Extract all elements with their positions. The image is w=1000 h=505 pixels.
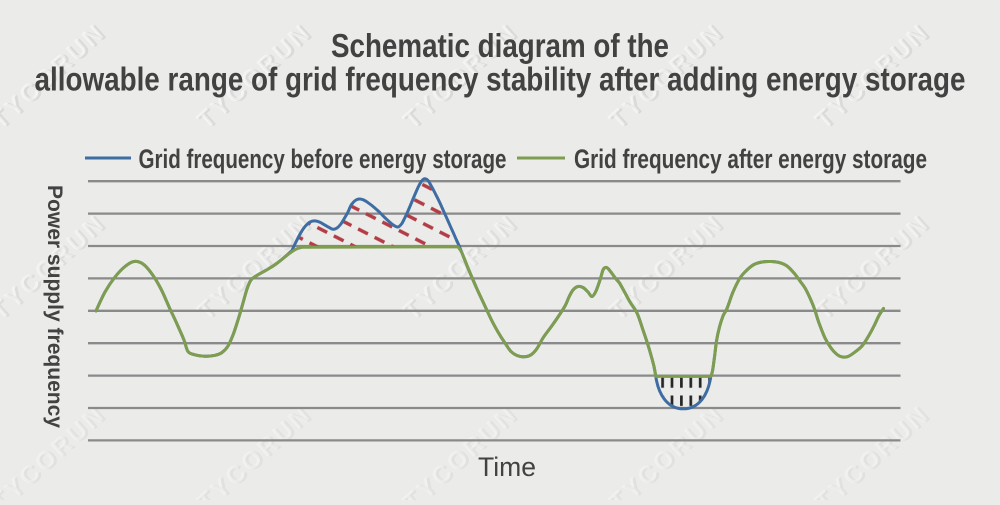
svg-text:Time: Time (478, 452, 536, 482)
svg-text:Schematic diagram of the: Schematic diagram of the (331, 27, 669, 64)
svg-text:Grid frequency after energy st: Grid frequency after energy storage (574, 144, 927, 174)
svg-text:allowable range of grid freque: allowable range of grid frequency stabil… (35, 61, 966, 98)
svg-text:Power supply frequency: Power supply frequency (43, 185, 66, 428)
svg-text:Grid frequency before energy s: Grid frequency before energy storage (139, 144, 507, 174)
